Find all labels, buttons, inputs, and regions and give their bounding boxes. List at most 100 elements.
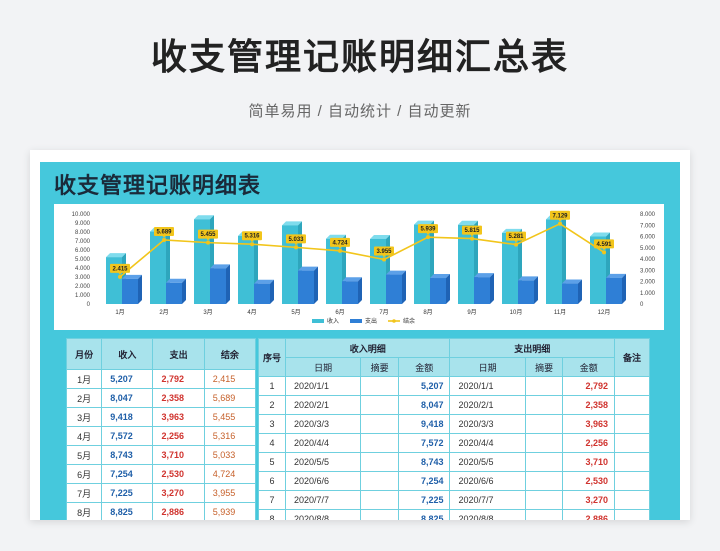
detail-cell[interactable]: 2020/6/6	[449, 471, 526, 491]
detail-cell[interactable]	[360, 414, 399, 434]
summary-cell[interactable]: 4,724	[203, 464, 257, 484]
detail-cell[interactable]	[614, 433, 650, 453]
detail-cell[interactable]: 7	[258, 490, 286, 510]
detail-cell[interactable]: 5	[258, 452, 286, 472]
summary-cell[interactable]: 4月	[65, 426, 103, 446]
detail-cell[interactable]: 3	[258, 414, 286, 434]
summary-cell[interactable]: 5,207	[101, 369, 154, 389]
summary-cell[interactable]: 3月	[65, 407, 103, 427]
detail-cell[interactable]	[360, 490, 399, 510]
summary-cell[interactable]: 7月	[65, 483, 103, 503]
detail-cell[interactable]: 5,207	[397, 376, 451, 396]
summary-cell[interactable]: 3,270	[152, 483, 205, 503]
summary-cell[interactable]: 2,530	[152, 464, 205, 484]
summary-row: 1月 5,207 2,792 2,415	[65, 369, 257, 389]
detail-cell[interactable]: 2,792	[562, 376, 615, 396]
detail-cell[interactable]: 2020/2/1	[284, 395, 362, 415]
detail-cell[interactable]: 2020/3/3	[449, 414, 526, 434]
detail-cell[interactable]: 2020/7/7	[449, 490, 526, 510]
summary-cell[interactable]: 5,455	[203, 407, 257, 427]
detail-cell[interactable]	[524, 414, 564, 434]
summary-cell[interactable]: 5,033	[203, 445, 257, 465]
detail-cell[interactable]: 8,047	[397, 395, 451, 415]
summary-cell[interactable]: 3,963	[152, 407, 205, 427]
summary-cell[interactable]: 8,743	[101, 445, 154, 465]
detail-cell[interactable]	[614, 490, 650, 510]
detail-cell[interactable]	[614, 395, 650, 415]
detail-cell[interactable]	[360, 395, 399, 415]
detail-cell[interactable]: 1	[258, 376, 286, 396]
detail-cell[interactable]	[524, 471, 564, 491]
summary-cell[interactable]: 7,254	[101, 464, 154, 484]
summary-cell[interactable]: 8,825	[101, 502, 154, 520]
detail-cell[interactable]	[360, 471, 399, 491]
summary-cell[interactable]: 2,415	[203, 369, 257, 389]
summary-cell[interactable]: 6月	[65, 464, 103, 484]
detail-cell[interactable]: 7,572	[397, 433, 451, 453]
detail-cell[interactable]: 2,256	[562, 433, 615, 453]
summary-cell[interactable]: 5,316	[203, 426, 257, 446]
detail-cell[interactable]: 2020/1/1	[449, 376, 526, 396]
detail-cell[interactable]	[524, 433, 564, 453]
detail-cell[interactable]: 3,710	[562, 452, 615, 472]
detail-cell[interactable]	[614, 452, 650, 472]
detail-cell[interactable]: 2020/5/5	[284, 452, 362, 472]
expense-bar-side	[534, 276, 538, 304]
summary-cell[interactable]: 8,047	[101, 388, 154, 408]
summary-cell[interactable]: 2,792	[152, 369, 205, 389]
detail-cell[interactable]	[614, 471, 650, 491]
y-right-tick-label: 5.000	[640, 246, 656, 252]
detail-cell[interactable]: 2020/3/3	[284, 414, 362, 434]
detail-cell[interactable]: 7,254	[397, 471, 451, 491]
summary-cell[interactable]: 9,418	[101, 407, 154, 427]
detail-cell[interactable]: 7,225	[397, 490, 451, 510]
summary-cell[interactable]: 3,955	[203, 483, 257, 503]
summary-cell[interactable]: 1月	[65, 369, 103, 389]
detail-cell[interactable]	[614, 376, 650, 396]
summary-cell[interactable]: 8月	[65, 502, 103, 520]
detail-cell[interactable]: 8,743	[397, 452, 451, 472]
detail-cell[interactable]	[360, 452, 399, 472]
detail-cell[interactable]	[524, 395, 564, 415]
detail-cell[interactable]	[524, 490, 564, 510]
detail-cell[interactable]	[614, 509, 650, 520]
detail-cell[interactable]	[360, 509, 399, 520]
detail-cell[interactable]	[614, 414, 650, 434]
detail-cell[interactable]: 2020/8/8	[284, 509, 362, 520]
detail-cell[interactable]: 2020/4/4	[449, 433, 526, 453]
detail-cell[interactable]: 3,963	[562, 414, 615, 434]
detail-cell[interactable]: 2,886	[562, 509, 615, 520]
summary-cell[interactable]: 3,710	[152, 445, 205, 465]
detail-cell[interactable]: 4	[258, 433, 286, 453]
detail-cell[interactable]: 8,825	[397, 509, 451, 520]
detail-cell[interactable]: 3,270	[562, 490, 615, 510]
detail-cell[interactable]: 6	[258, 471, 286, 491]
detail-cell[interactable]: 2020/7/7	[284, 490, 362, 510]
detail-cell[interactable]	[360, 376, 399, 396]
detail-cell[interactable]: 2020/6/6	[284, 471, 362, 491]
detail-cell[interactable]	[524, 509, 564, 520]
summary-cell[interactable]: 2,358	[152, 388, 205, 408]
summary-cell[interactable]: 2,256	[152, 426, 205, 446]
detail-cell[interactable]	[524, 452, 564, 472]
summary-cell[interactable]: 2月	[65, 388, 103, 408]
summary-cell[interactable]: 7,572	[101, 426, 154, 446]
detail-cell[interactable]: 2020/4/4	[284, 433, 362, 453]
summary-cell[interactable]: 2,886	[152, 502, 205, 520]
summary-cell[interactable]: 5,689	[203, 388, 257, 408]
detail-cell[interactable]: 9,418	[397, 414, 451, 434]
detail-cell[interactable]: 2020/2/1	[449, 395, 526, 415]
detail-cell[interactable]: 2020/1/1	[284, 376, 362, 396]
detail-cell[interactable]: 2,530	[562, 471, 615, 491]
balance-point	[250, 242, 254, 247]
detail-cell[interactable]: 2020/5/5	[449, 452, 526, 472]
detail-cell[interactable]: 8	[258, 509, 286, 520]
summary-cell[interactable]: 7,225	[101, 483, 154, 503]
summary-cell[interactable]: 5,939	[203, 502, 257, 520]
summary-cell[interactable]: 5月	[65, 445, 103, 465]
detail-cell[interactable]	[360, 433, 399, 453]
detail-cell[interactable]: 2020/8/8	[449, 509, 526, 520]
detail-cell[interactable]: 2,358	[562, 395, 615, 415]
detail-cell[interactable]	[524, 376, 564, 396]
detail-cell[interactable]: 2	[258, 395, 286, 415]
